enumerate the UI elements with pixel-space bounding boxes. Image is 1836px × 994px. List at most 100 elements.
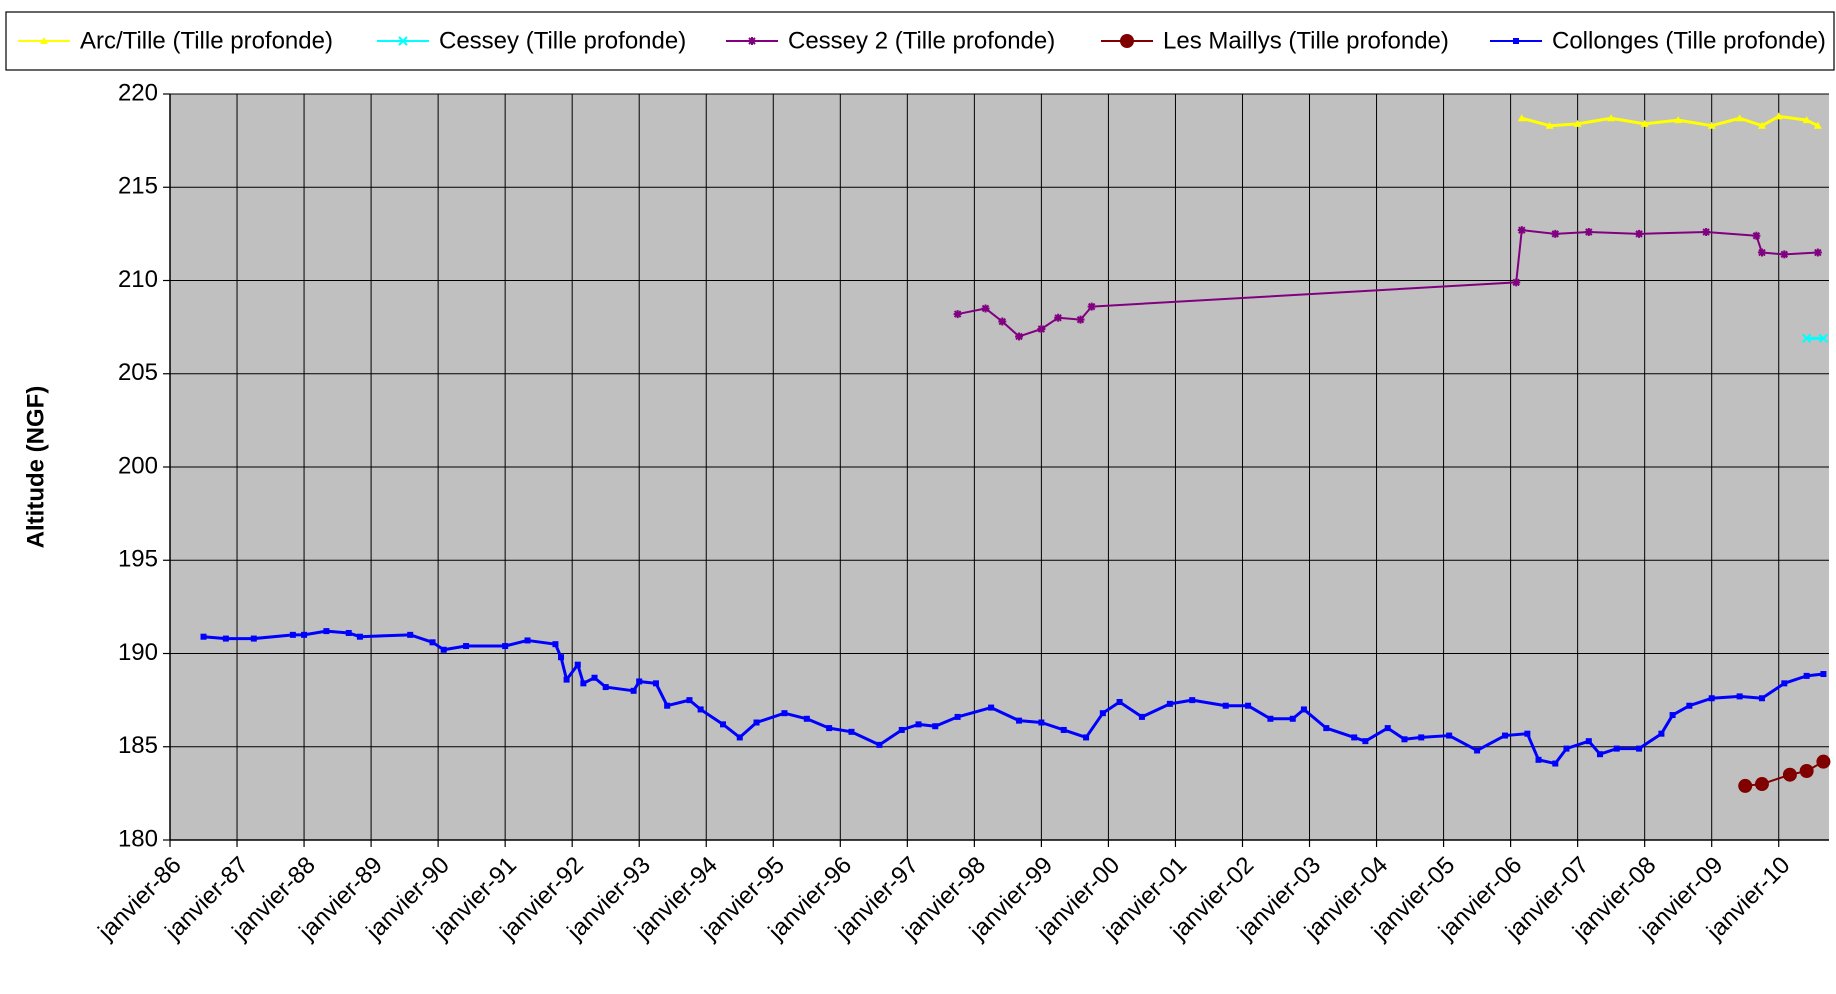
marker (1738, 778, 1753, 793)
marker (1801, 333, 1812, 344)
marker (1015, 332, 1024, 341)
marker (1563, 745, 1570, 752)
marker (1351, 734, 1358, 741)
marker (1781, 680, 1788, 687)
marker (1016, 717, 1023, 724)
marker (1802, 116, 1811, 124)
marker (1752, 231, 1761, 240)
marker (1099, 710, 1106, 717)
y-tick-label: 205 (118, 359, 158, 386)
marker (1323, 725, 1330, 732)
marker (720, 721, 726, 728)
y-tick-label: 215 (118, 173, 158, 200)
marker (591, 674, 598, 681)
marker (664, 702, 671, 709)
marker (753, 719, 760, 726)
marker (1517, 114, 1526, 122)
marker (1702, 228, 1711, 237)
marker (1658, 730, 1665, 737)
marker (1517, 226, 1526, 235)
marker (1166, 700, 1173, 707)
marker (898, 726, 905, 733)
marker (1512, 278, 1521, 287)
marker (981, 304, 990, 313)
marker (558, 654, 565, 661)
marker (563, 676, 570, 683)
legend-marker (40, 37, 48, 44)
marker (1813, 121, 1822, 129)
marker (1754, 777, 1769, 792)
y-tick-label: 210 (118, 266, 158, 293)
marker (630, 687, 637, 694)
marker (954, 713, 961, 720)
marker (1245, 702, 1252, 709)
marker (250, 635, 257, 642)
marker (1708, 695, 1715, 702)
marker (915, 721, 922, 728)
y-tick-label: 180 (118, 825, 158, 852)
marker (1820, 671, 1827, 678)
marker (1816, 754, 1831, 769)
marker (1707, 121, 1716, 129)
series (1801, 333, 1829, 344)
series (1517, 112, 1822, 129)
marker (848, 728, 855, 735)
marker (1635, 229, 1644, 238)
marker (1774, 112, 1783, 120)
marker (1083, 734, 1090, 741)
legend-marker (1120, 34, 1134, 48)
marker (998, 317, 1007, 326)
marker (1803, 672, 1810, 679)
y-tick-label: 220 (118, 79, 158, 106)
marker (1686, 702, 1693, 709)
marker (1054, 313, 1063, 322)
marker (1551, 229, 1560, 238)
marker (1545, 121, 1554, 129)
marker (1060, 726, 1067, 733)
marker (1674, 116, 1683, 124)
marker (1362, 738, 1369, 745)
y-tick-label: 185 (118, 732, 158, 759)
marker (1813, 248, 1822, 257)
legend-label: Collonges (Tille profonde) (1552, 27, 1826, 54)
marker (1758, 695, 1765, 702)
marker (1138, 713, 1145, 720)
legend-label: Cessey 2 (Tille profonde) (788, 27, 1055, 54)
marker (301, 631, 308, 638)
series (1738, 754, 1831, 793)
marker (463, 643, 470, 650)
marker (697, 706, 704, 713)
marker (289, 631, 296, 638)
y-tick-label: 195 (118, 546, 158, 573)
marker (502, 643, 509, 650)
marker (574, 661, 581, 668)
marker (429, 639, 436, 646)
marker (1076, 315, 1085, 324)
series-line (1521, 114, 1819, 128)
marker (1189, 697, 1196, 704)
marker (407, 631, 414, 638)
marker (1613, 745, 1620, 752)
marker (781, 710, 788, 717)
marker (1607, 114, 1616, 122)
marker (1267, 715, 1274, 722)
marker (1757, 121, 1766, 129)
marker (222, 635, 229, 642)
marker (345, 629, 352, 636)
marker (1524, 730, 1531, 737)
marker (1474, 747, 1481, 754)
marker (440, 646, 447, 653)
marker (1757, 248, 1766, 257)
marker (1401, 736, 1408, 743)
marker (356, 633, 363, 640)
marker (200, 633, 207, 640)
legend-label: Cessey (Tille profonde) (439, 27, 686, 54)
marker (1736, 693, 1743, 700)
series (200, 628, 1827, 767)
marker (1735, 114, 1744, 122)
marker (1222, 702, 1229, 709)
marker (932, 723, 939, 730)
marker (826, 725, 833, 732)
marker (1669, 712, 1676, 719)
